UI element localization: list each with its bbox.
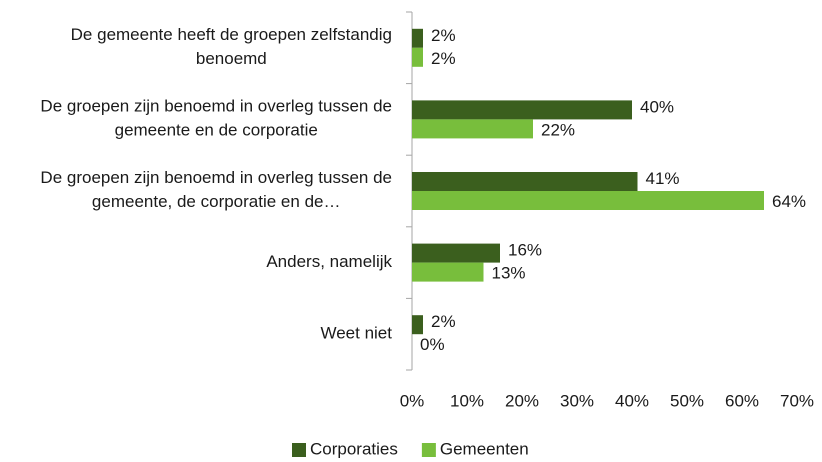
value-label: 22% [541, 120, 575, 139]
bar [412, 172, 638, 191]
legend-swatch [421, 443, 436, 457]
x-tick-label: 30% [560, 391, 594, 410]
value-label: 2% [431, 312, 456, 331]
value-label: 40% [640, 97, 674, 116]
x-tick-label: 50% [670, 391, 704, 410]
bar [412, 119, 533, 139]
legend-label: Gemeenten [440, 439, 529, 458]
category-label: Anders, namelijk [266, 252, 392, 271]
bar [412, 47, 423, 67]
value-label: 2% [431, 49, 456, 68]
x-tick-label: 20% [505, 391, 539, 410]
x-tick-label: 0% [400, 391, 425, 410]
category-label: De gemeente heeft de groepen zelfstandig… [71, 25, 392, 68]
bar [412, 191, 764, 210]
x-tick-label: 10% [450, 391, 484, 410]
bar [412, 243, 500, 263]
value-label: 13% [492, 264, 526, 283]
x-tick-label: 60% [725, 391, 759, 410]
category-label: De groepen zijn benoemd in overleg tusse… [40, 97, 392, 140]
bar [412, 262, 484, 282]
value-label: 0% [420, 335, 445, 354]
legend-swatch [292, 443, 306, 457]
x-tick-label: 70% [780, 391, 814, 410]
value-label: 2% [431, 26, 456, 45]
bar [412, 100, 632, 120]
value-label: 64% [772, 192, 806, 211]
value-label: 16% [508, 241, 542, 260]
category-label: De groepen zijn benoemd in overleg tusse… [40, 168, 392, 211]
value-label: 41% [646, 169, 680, 188]
legend-label: Corporaties [310, 439, 398, 458]
bar [412, 315, 423, 335]
legend: Corporaties Gemeenten [292, 439, 529, 458]
bar [412, 28, 423, 48]
category-label: Weet niet [320, 324, 392, 343]
x-tick-label: 40% [615, 391, 649, 410]
